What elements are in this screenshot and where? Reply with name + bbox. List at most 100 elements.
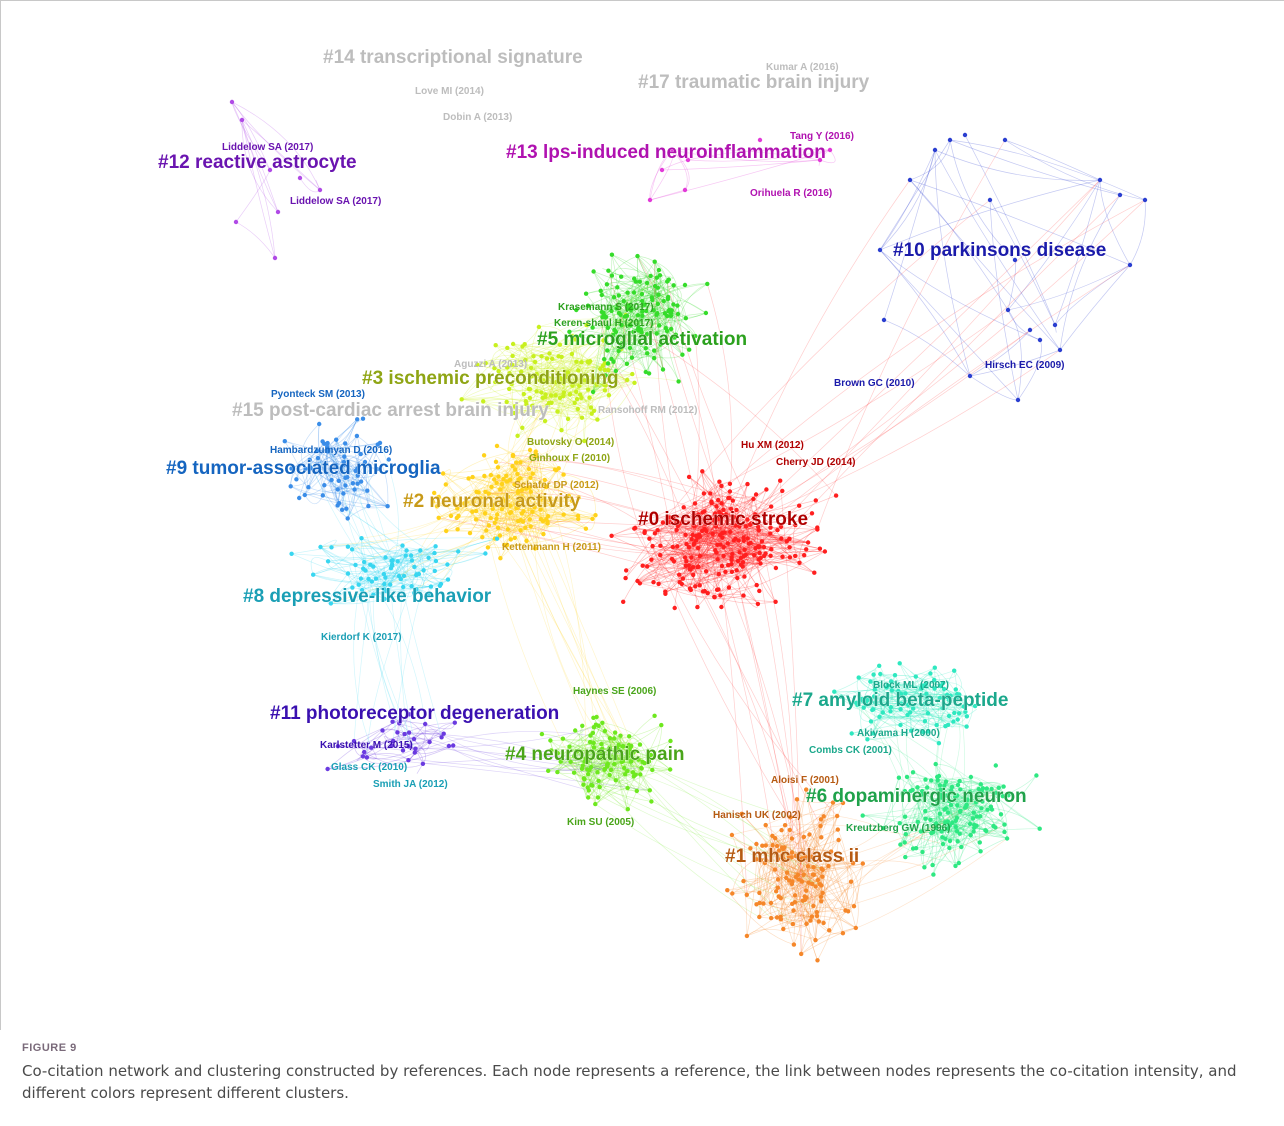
co-citation-link [729,491,772,507]
reference-node [306,485,311,490]
reference-node [478,496,483,501]
co-citation-link [541,347,631,393]
reference-node [575,406,580,412]
reference-node [428,584,434,589]
reference-node [545,521,550,526]
reference-node [652,259,657,264]
co-citation-link [746,928,816,941]
reference-node [486,523,492,528]
co-citation-link [402,555,408,588]
reference-node [923,777,928,782]
reference-node [685,157,691,163]
co-citation-link [743,546,765,577]
reference-node [799,879,805,884]
co-citation-link [673,497,730,519]
co-citation-link [488,518,579,531]
reference-node [488,472,494,478]
co-citation-link [589,741,639,761]
reference-node [526,466,532,472]
reference-node [780,554,785,559]
reference-node [496,474,501,479]
co-citation-link [399,723,430,743]
co-citation-link [520,371,581,396]
reference-node [734,507,739,513]
reference-node [947,845,952,851]
co-citation-link [815,851,832,941]
reference-node [451,743,456,748]
reference-node [349,547,355,552]
reference-node [493,343,498,348]
reference-node [560,736,566,741]
reference-node [390,738,396,744]
co-citation-link [364,561,380,595]
co-citation-link [943,682,967,712]
co-citation-link [777,879,830,931]
co-citation-link [432,497,481,504]
co-citation-link [687,149,831,162]
co-citation-link [548,764,625,772]
reference-node [763,551,768,556]
reference-node [725,888,730,893]
reference-node [490,503,495,508]
co-citation-link [788,839,839,881]
co-citation-link [373,538,498,596]
co-citation-link [581,345,622,363]
co-citation-link [912,771,971,793]
co-citation-link [482,495,570,538]
co-citation-link [284,440,332,481]
reference-node [672,335,677,340]
co-citation-link [384,555,406,600]
reference-node [548,738,553,743]
co-citation-link [689,511,720,570]
reference-node [534,389,539,394]
co-citation-link [576,305,686,319]
co-citation-link [570,761,629,810]
reference-node [448,513,454,519]
co-citation-link [510,462,524,507]
co-citation-link [671,558,761,566]
co-citation-link [461,377,560,400]
reference-node [635,253,640,259]
reference-node [920,788,925,794]
co-citation-link [518,490,537,549]
co-citation-link [601,311,666,594]
co-citation-link [758,179,1101,547]
co-citation-link [582,765,638,792]
co-citation-link [686,542,742,566]
co-citation-link [529,379,585,399]
reference-node [654,312,659,317]
co-citation-link [637,255,669,298]
co-citation-link [532,511,595,728]
co-citation-link [605,343,625,376]
reference-node [865,737,870,742]
co-citation-link [599,368,633,382]
co-citation-link [483,398,595,412]
co-citation-link [429,741,589,791]
reference-node [727,489,733,494]
reference-node [561,393,566,399]
co-citation-link [683,507,761,559]
co-citation-link [327,446,346,478]
reference-node [267,167,273,173]
co-citation-link [320,546,353,588]
co-citation-link [798,874,844,934]
co-citation-link [762,845,832,852]
co-citation-link [542,362,590,399]
reference-node [974,814,979,819]
co-citation-link [899,663,946,727]
co-citation-link [804,802,834,897]
co-citation-link [365,564,448,574]
reference-node [813,937,818,943]
co-citation-link [665,540,739,595]
co-citation-link [593,726,634,773]
co-citation-link [611,310,639,322]
reference-node [628,759,634,764]
co-citation-link [362,753,409,761]
cluster-label-14: #14 transcriptional signature [323,47,583,68]
co-citation-link [698,514,814,906]
reference-node [658,543,663,548]
reference-node [452,720,457,725]
reference-node [959,844,964,850]
reference-node [790,901,795,906]
co-citation-link [880,673,947,698]
